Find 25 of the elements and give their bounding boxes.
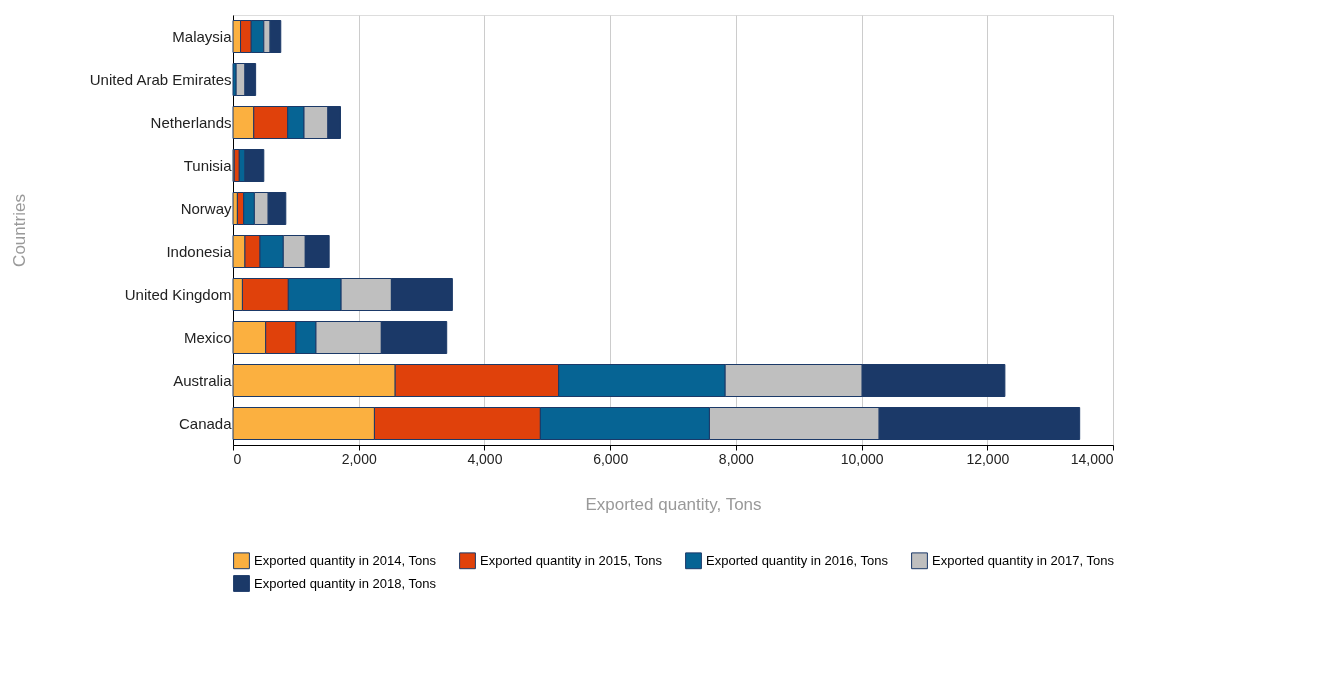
x-tick-label: 0	[233, 450, 242, 467]
y-tick-label: Mexico	[183, 328, 232, 346]
x-tick-label: 8,000	[718, 450, 755, 467]
legend-label: Exported quantity in 2016, Tons	[706, 552, 889, 568]
x-tick-label: 14,000	[1070, 450, 1114, 467]
y-tick-label: United Kingdom	[124, 285, 232, 303]
legend-label: Exported quantity in 2014, Tons	[254, 552, 437, 568]
legend-label: Exported quantity in 2018, Tons	[254, 575, 437, 591]
legend-label: Exported quantity in 2015, Tons	[480, 552, 663, 568]
y-tick-label: Indonesia	[166, 242, 233, 260]
x-tick-label: 6,000	[593, 450, 629, 467]
y-tick-label: Canada	[178, 414, 233, 432]
x-tick-label: 12,000	[966, 450, 1010, 467]
y-tick-label: Australia	[173, 371, 233, 389]
x-tick-label: 4,000	[467, 450, 503, 467]
y-tick-label: United Arab Emirates	[89, 70, 232, 88]
x-axis-title: Exported quantity, Tons	[585, 494, 762, 514]
legend-label: Exported quantity in 2017, Tons	[932, 552, 1115, 568]
y-tick-label: Netherlands	[150, 113, 232, 131]
y-tick-label: Tunisia	[183, 156, 233, 174]
y-axis-title: Countries	[9, 194, 29, 267]
y-tick-label: Malaysia	[172, 27, 233, 45]
x-tick-label: 10,000	[840, 450, 884, 467]
x-tick-label: 2,000	[341, 450, 377, 467]
y-tick-label: Norway	[180, 199, 232, 217]
